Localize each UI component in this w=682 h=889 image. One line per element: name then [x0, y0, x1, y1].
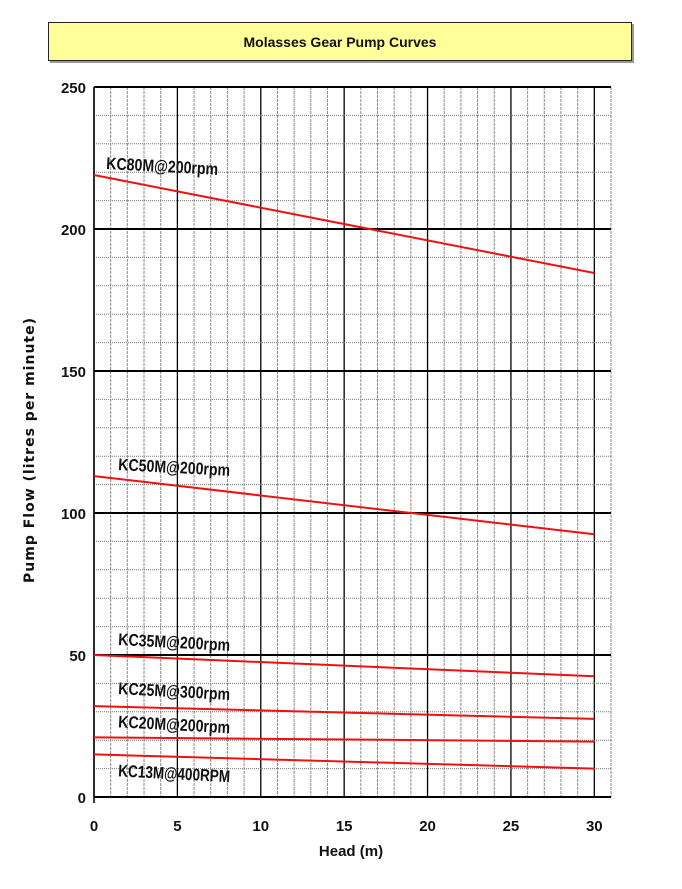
x-tick-label: 0 [90, 818, 98, 835]
series-line [93, 736, 595, 743]
x-axis-label: Head (m) [319, 843, 383, 860]
series-line [93, 753, 595, 770]
series-line [93, 475, 595, 536]
x-tick-label: 30 [586, 818, 603, 835]
series-lines [93, 174, 595, 770]
series-label: KC50M@200rpm [118, 455, 231, 480]
x-tick-label: 10 [252, 818, 269, 835]
y-tick-label: 0 [78, 790, 86, 807]
y-tick-label: 100 [61, 506, 86, 523]
tick-labels: 0 5 10 15 20 25 30 0 50 100 150 200 250 [61, 80, 603, 835]
y-tick-label: 150 [61, 364, 86, 381]
grid [93, 86, 612, 803]
series-line [93, 174, 595, 275]
y-tick-label: 200 [61, 222, 86, 239]
series-labels: KC80M@200rpm KC50M@200rpm KC35M@200rpm KC25… [106, 154, 231, 786]
chart-title: Molasses Gear Pump Curves [48, 22, 632, 61]
series-label: KC35M@200rpm [118, 630, 231, 655]
series-label: KC80M@200rpm [106, 154, 219, 179]
series-line [93, 705, 595, 720]
x-tick-label: 20 [419, 818, 436, 835]
series-label: KC13M@400RPM [118, 761, 231, 786]
series-label: KC25M@300rpm [118, 679, 231, 704]
x-tick-label: 5 [173, 818, 181, 835]
x-tick-label: 15 [336, 818, 353, 835]
x-tick-label: 25 [503, 818, 520, 835]
series-label: KC20M@200rpm [118, 712, 231, 737]
series-line [93, 654, 595, 678]
y-tick-label: 250 [61, 80, 86, 97]
y-axis-label: Pump Flow (litres per minute) [22, 317, 38, 583]
y-tick-label: 50 [69, 648, 86, 665]
